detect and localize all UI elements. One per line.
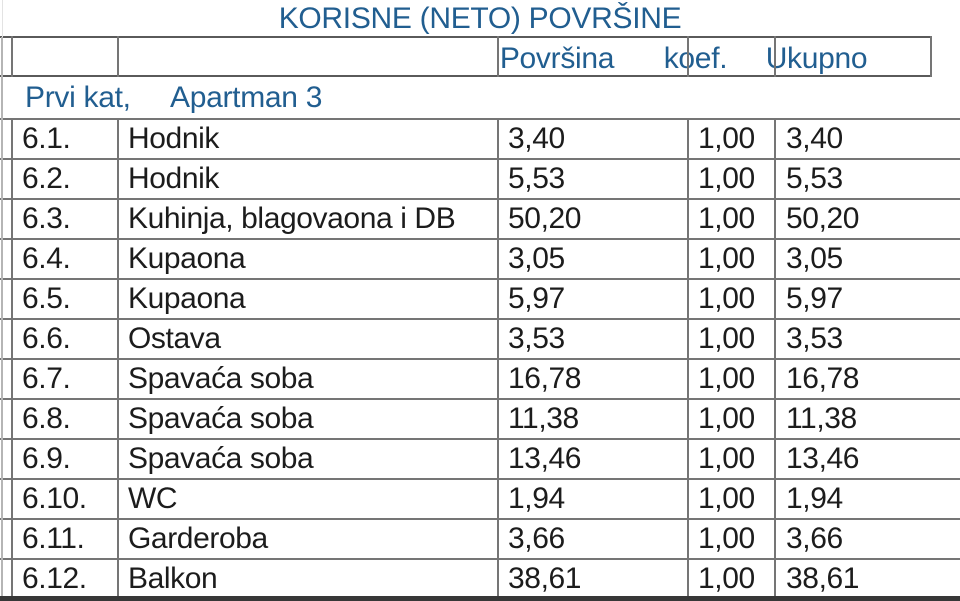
room-name: Kupaona <box>128 242 246 275</box>
ukupno-value: 50,20 <box>786 202 860 235</box>
col-header-ukupno: Ukupno <box>765 42 868 75</box>
ukupno-value: 38,61 <box>786 562 860 595</box>
grid-vline-header-1 <box>11 36 13 77</box>
koef-value: 1,00 <box>698 162 755 195</box>
koef-value: 1,00 <box>698 562 755 595</box>
row-number: 6.5. <box>22 282 71 315</box>
ukupno-value: 13,46 <box>786 442 860 475</box>
koef-value: 1,00 <box>698 482 755 515</box>
table-row: 6.4. Kupaona 3,05 1,00 3,05 <box>0 240 960 280</box>
povrsina-value: 3,05 <box>508 242 565 275</box>
table-row: 6.12. Balkon 38,61 1,00 38,61 <box>0 560 960 600</box>
ukupno-value: 16,78 <box>786 362 860 395</box>
grid-vline-body-4 <box>687 120 689 600</box>
row-number: 6.11. <box>22 522 85 555</box>
room-name: Garderoba <box>128 522 268 555</box>
table-row: 6.1. Hodnik 3,40 1,00 3,40 <box>0 120 960 160</box>
table-row: 6.5. Kupaona 5,97 1,00 5,97 <box>0 280 960 320</box>
grid-vline-header-5 <box>774 36 776 77</box>
room-name: Kupaona <box>128 282 246 315</box>
koef-value: 1,00 <box>698 202 755 235</box>
povrsina-value: 3,53 <box>508 322 565 355</box>
room-name: Hodnik <box>128 122 219 155</box>
koef-value: 1,00 <box>698 402 755 435</box>
koef-value: 1,00 <box>698 322 755 355</box>
room-name: Hodnik <box>128 162 219 195</box>
grid-vline-body-2 <box>117 120 119 600</box>
table-row: 6.3. Kuhinja, blagovaona i DB 50,20 1,00… <box>0 200 960 240</box>
koef-value: 1,00 <box>698 122 755 155</box>
section-floor-label: Prvi kat, <box>25 81 131 114</box>
page-title: KORISNE (NETO) POVRŠINE <box>278 2 682 35</box>
room-name: Ostava <box>128 322 221 355</box>
room-name: Spavaća soba <box>128 402 314 435</box>
ukupno-value: 3,53 <box>786 322 843 355</box>
ukupno-value: 11,38 <box>786 402 857 435</box>
bottom-edge-line <box>0 596 960 601</box>
koef-value: 1,00 <box>698 242 755 275</box>
povrsina-value: 16,78 <box>508 362 582 395</box>
table-row: 6.9. Spavaća soba 13,46 1,00 13,46 <box>0 440 960 480</box>
room-name: WC <box>128 482 178 515</box>
table-header: Površina koef. Ukupno <box>0 36 932 77</box>
row-number: 6.6. <box>22 322 71 355</box>
grid-vline-body-5 <box>774 120 776 600</box>
row-number: 6.10. <box>22 482 87 515</box>
grid-vline-header-4 <box>687 36 689 77</box>
ukupno-value: 5,97 <box>786 282 843 315</box>
ukupno-value: 3,66 <box>786 522 843 555</box>
grid-vline-left-faint <box>2 0 3 37</box>
row-number: 6.2. <box>22 162 71 195</box>
povrsina-value: 5,53 <box>508 162 565 195</box>
row-number: 6.4. <box>22 242 71 275</box>
row-number: 6.8. <box>22 402 71 435</box>
povrsina-value: 3,40 <box>508 122 565 155</box>
row-number: 6.12. <box>22 562 87 595</box>
koef-value: 1,00 <box>698 282 755 315</box>
koef-value: 1,00 <box>698 362 755 395</box>
povrsina-value: 3,66 <box>508 522 565 555</box>
ukupno-value: 5,53 <box>786 162 843 195</box>
grid-vline-left <box>1 37 3 601</box>
room-name: Kuhinja, blagovaona i DB <box>128 202 456 235</box>
povrsina-value: 5,97 <box>508 282 565 315</box>
povrsina-value: 50,20 <box>508 202 582 235</box>
row-number: 6.9. <box>22 442 71 475</box>
table-row: 6.2. Hodnik 5,53 1,00 5,53 <box>0 160 960 200</box>
table-row: 6.11. Garderoba 3,66 1,00 3,66 <box>0 520 960 560</box>
grid-vline-header-6 <box>930 36 932 77</box>
grid-vline-body-3 <box>497 120 499 600</box>
col-header-koef: koef. <box>663 42 728 75</box>
ukupno-value: 3,05 <box>786 242 843 275</box>
room-name: Spavaća soba <box>128 362 314 395</box>
section-row: Prvi kat, Apartman 3 <box>0 77 960 120</box>
grid-vline-header-3 <box>497 36 499 77</box>
row-number: 6.1. <box>22 122 71 155</box>
ukupno-value: 3,40 <box>786 122 843 155</box>
col-header-povrsina: Površina <box>499 42 615 75</box>
row-number: 6.7. <box>22 362 71 395</box>
grid-vline-header-2 <box>117 36 119 77</box>
povrsina-value: 11,38 <box>508 402 579 435</box>
room-name: Spavaća soba <box>128 442 314 475</box>
table-row: 6.7. Spavaća soba 16,78 1,00 16,78 <box>0 360 960 400</box>
table-body: 6.1. Hodnik 3,40 1,00 3,40 6.2. Hodnik 5… <box>0 120 960 600</box>
ukupno-value: 1,94 <box>786 482 843 515</box>
povrsina-value: 38,61 <box>508 562 582 595</box>
koef-value: 1,00 <box>698 442 755 475</box>
row-number: 6.3. <box>22 202 71 235</box>
povrsina-value: 1,94 <box>508 482 565 515</box>
table-row: 6.10. WC 1,94 1,00 1,94 <box>0 480 960 520</box>
section-apartment-label: Apartman 3 <box>170 81 323 114</box>
koef-value: 1,00 <box>698 522 755 555</box>
table-row: 6.8. Spavaća soba 11,38 1,00 11,38 <box>0 400 960 440</box>
table-row: 6.6. Ostava 3,53 1,00 3,53 <box>0 320 960 360</box>
grid-vline-body-1 <box>11 120 13 600</box>
room-name: Balkon <box>128 562 218 595</box>
povrsina-value: 13,46 <box>508 442 582 475</box>
